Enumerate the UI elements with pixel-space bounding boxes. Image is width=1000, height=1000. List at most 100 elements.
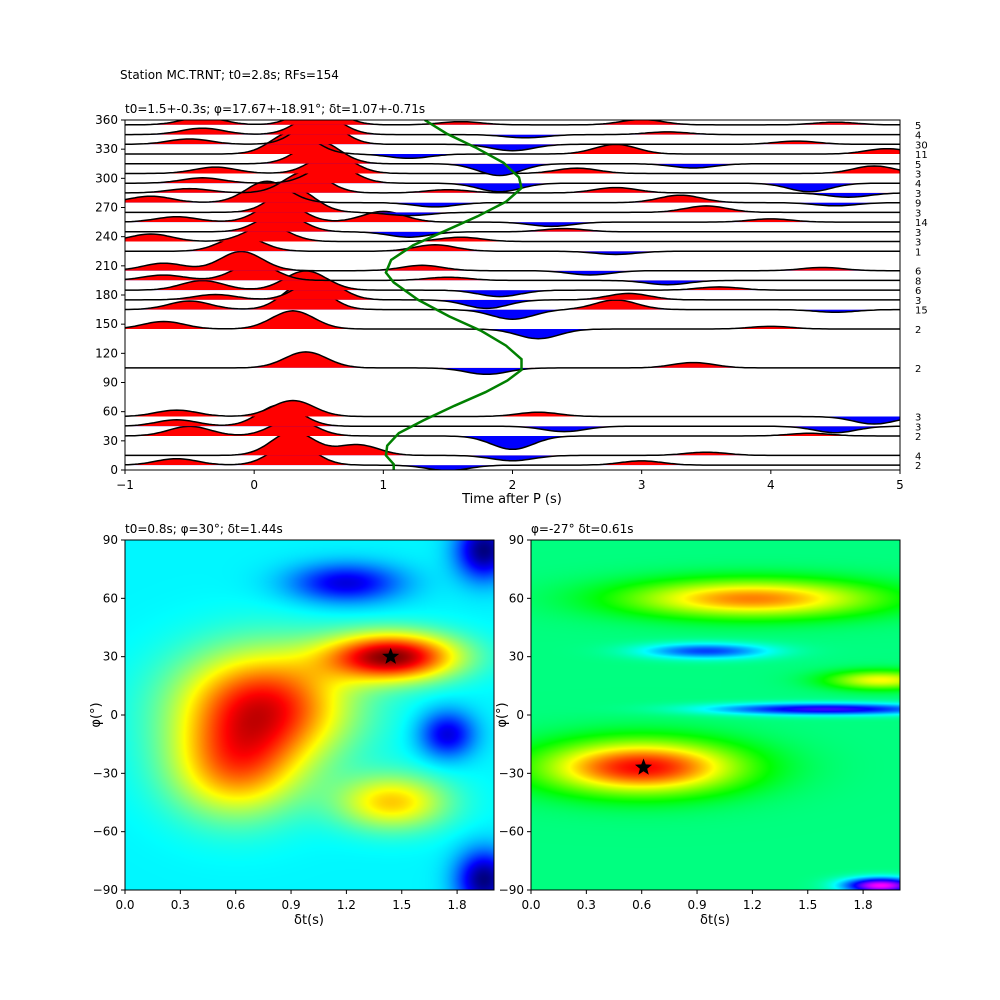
trace-positive-fill	[125, 310, 900, 330]
trace-positive-fill	[125, 404, 424, 427]
trace-count-label: 2	[915, 432, 921, 443]
trace-count-label: 3	[915, 208, 921, 219]
left-panel-title: t0=0.8s; φ=30°; δt=1.44s	[125, 522, 283, 536]
x-tick-label: 0.3	[577, 898, 596, 912]
trace-negative-fill	[125, 309, 900, 320]
trace-negative-fill	[361, 202, 900, 207]
trace-count-label: 3	[915, 238, 921, 249]
right-panel-heatmap-holder	[531, 540, 900, 890]
x-tick-label: 0.0	[521, 898, 540, 912]
trace-negative-fill	[125, 183, 900, 192]
trace-count-label: 6	[915, 267, 921, 278]
trace-positive-fill	[125, 281, 687, 310]
x-tick-label: 4	[767, 478, 775, 492]
y-tick-label: 30	[509, 650, 524, 664]
trace-count-label: 2	[915, 325, 921, 336]
y-tick-label: 90	[103, 376, 118, 390]
y-tick-label: 30	[103, 434, 118, 448]
y-tick-label: 90	[509, 533, 524, 547]
trace-count-label: 14	[915, 218, 928, 229]
trace-negative-fill	[125, 134, 900, 138]
trace-negative-fill	[781, 192, 900, 198]
top-panel-traces	[125, 120, 900, 470]
trace-count-label: 2	[915, 461, 921, 472]
trace-count-label: 30	[915, 140, 928, 151]
trace-count-label: 4	[915, 451, 921, 462]
y-tick-label: 300	[95, 171, 118, 185]
trace-count-label: 3	[915, 413, 921, 424]
trace-positive-fill	[125, 201, 835, 223]
trace-line	[125, 430, 900, 462]
trace-count-label: 4	[915, 179, 921, 190]
trace-count-label: 3	[915, 422, 921, 433]
x-tick-label: 1	[380, 478, 388, 492]
x-tick-label: 1.8	[448, 898, 467, 912]
right-panel-best-fit-star	[635, 758, 653, 775]
trace-positive-fill	[125, 131, 900, 155]
trace-line	[125, 180, 900, 208]
trace-positive-fill	[146, 141, 411, 164]
y-tick-label: 0	[516, 708, 524, 722]
x-tick-label: 5	[896, 478, 904, 492]
trace-count-label: 3	[915, 169, 921, 180]
trace-positive-fill	[125, 431, 900, 456]
y-tick-label: 270	[95, 201, 118, 215]
y-tick-label: 150	[95, 317, 118, 331]
left-panel-best-fit-star	[382, 647, 400, 664]
trace-negative-fill	[800, 416, 900, 424]
trace-line	[125, 281, 900, 320]
y-tick-label: 360	[95, 113, 118, 127]
trace-count-label: 8	[915, 276, 921, 287]
x-tick-label: 3	[638, 478, 646, 492]
trace-positive-fill	[125, 212, 900, 232]
left-panel-heatmap	[125, 540, 494, 890]
right-panel-title: φ=-27° δt=0.61s	[531, 522, 633, 536]
right-panel-y-label: φ(°)	[495, 702, 510, 727]
trace-line	[125, 170, 900, 198]
trace-line	[125, 140, 900, 177]
trace-count-label: 3	[915, 228, 921, 239]
y-tick-label: 240	[95, 230, 118, 244]
left-panel-y-label: φ(°)	[89, 702, 104, 727]
y-tick-label: −90	[499, 883, 524, 897]
trace-negative-fill	[357, 154, 480, 159]
x-tick-label: 1.2	[337, 898, 356, 912]
trace-negative-fill	[423, 290, 576, 297]
trace-count-label: 3	[915, 189, 921, 200]
top-panel-title: t0=1.5+-0.3s; φ=17.67+-18.91°; δt=1.07+-…	[125, 102, 425, 116]
trace-line	[125, 120, 900, 126]
y-tick-label: 30	[103, 650, 118, 664]
x-tick-label: 0	[250, 478, 258, 492]
trace-count-label: 6	[915, 286, 921, 297]
best-fit-star-marker	[635, 758, 653, 775]
y-tick-label: 0	[110, 708, 118, 722]
x-tick-label: 1.8	[854, 898, 873, 912]
y-tick-label: 60	[103, 591, 118, 605]
y-tick-label: 120	[95, 346, 118, 360]
left-panel-x-label: δt(s)	[294, 913, 324, 928]
y-tick-label: −30	[93, 766, 118, 780]
trace-line	[125, 120, 900, 139]
y-tick-label: 60	[509, 591, 524, 605]
x-tick-label: 0.9	[282, 898, 301, 912]
figure-title: Station MC.TRNT; t0=2.8s; RFs=154	[120, 68, 339, 82]
trace-line	[125, 187, 900, 217]
trace-line	[125, 201, 900, 228]
trace-line	[125, 130, 900, 160]
trace-count-label: 4	[915, 131, 921, 142]
y-tick-label: −30	[499, 766, 524, 780]
top-panel-delay-curve	[384, 120, 523, 470]
trace-line	[125, 351, 900, 376]
y-tick-label: 180	[95, 288, 118, 302]
right-panel-x-axis: 0.0 0.3 0.6 0.9 1.2 1.5 1.8	[521, 890, 873, 912]
y-tick-label: 210	[95, 259, 118, 273]
trace-negative-fill	[125, 426, 900, 433]
baz-delay-curve	[384, 120, 523, 470]
trace-positive-fill	[125, 418, 877, 436]
x-tick-label: 1.5	[798, 898, 817, 912]
trace-line	[125, 163, 900, 193]
trace-line	[125, 120, 900, 152]
top-panel-y-axis: 0 30 60 90 120 150 180 210 240 270 300 330 360	[95, 113, 125, 477]
trace-positive-fill	[125, 400, 900, 417]
